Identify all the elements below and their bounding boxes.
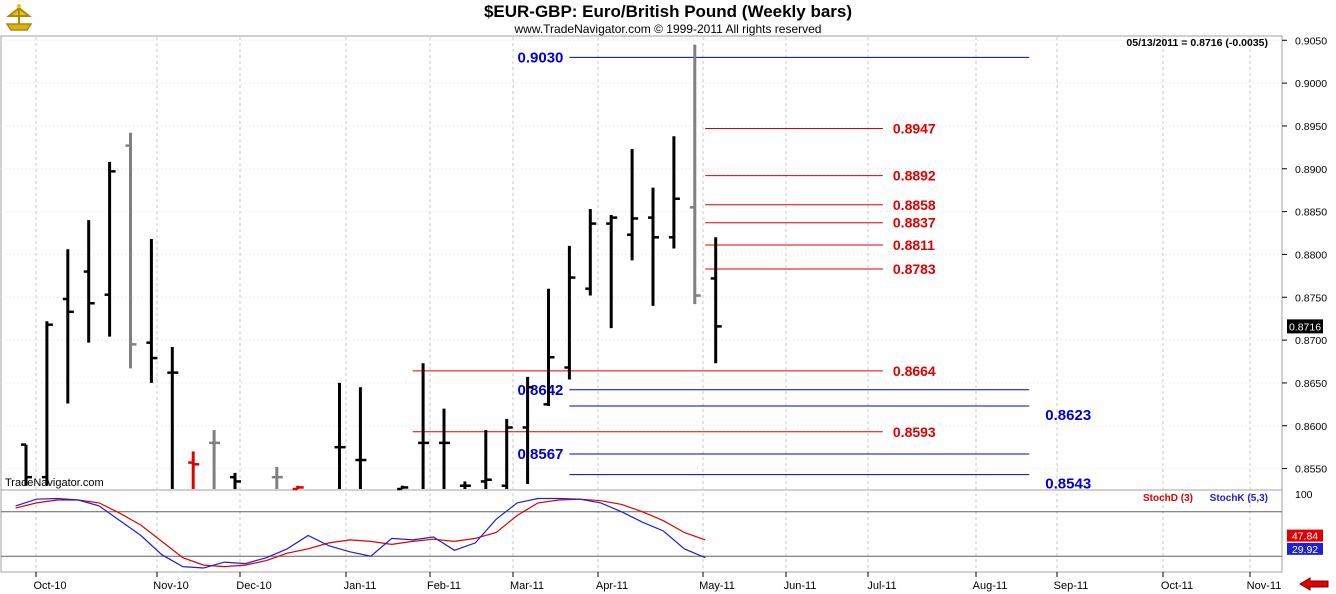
watermark-text: TradeNavigator.com xyxy=(5,477,104,489)
chart-title: $EUR-GBP: Euro/British Pound (Weekly bar… xyxy=(483,2,853,21)
ohlc-bar xyxy=(167,346,179,489)
last-price-label: 0.8716 xyxy=(1289,321,1321,333)
x-tick-label: Feb-11 xyxy=(427,580,461,592)
ohlc-bar xyxy=(648,187,659,306)
grid-layer xyxy=(1,37,1282,572)
ohlc-bar xyxy=(459,481,471,489)
stoch-value-label: 47.84 xyxy=(1292,531,1318,543)
x-tick-label: Sep-11 xyxy=(1054,580,1089,592)
ohlc-bar xyxy=(522,376,534,485)
y-tick-label: 0.8950 xyxy=(1295,121,1327,133)
stoch-value-box xyxy=(1287,542,1323,555)
price-axis: 0.9050 0.9000 0.8950 0.8900 0.8850 0.8800 0.87… xyxy=(1282,35,1327,476)
ohlc-bar xyxy=(397,485,409,491)
stoch-panel-frame xyxy=(0,489,1283,573)
x-tick-label: May-11 xyxy=(699,580,735,592)
y-tick-label: 0.8850 xyxy=(1295,207,1327,219)
ohlc-bar xyxy=(230,472,241,489)
ohlc-bar xyxy=(627,149,639,261)
stoch-value-box xyxy=(1287,529,1323,542)
ohlc-bar xyxy=(188,451,200,489)
x-tick-label: Apr-11 xyxy=(596,580,628,592)
last-quote-text: 05/13/2011 = 0.8716 (-0.0035) xyxy=(1126,37,1268,49)
y-tick-label: 0.8550 xyxy=(1295,464,1327,476)
stoch-tick-label: 100 xyxy=(1295,489,1313,501)
x-tick-label: Nov-11 xyxy=(1247,580,1282,592)
fib-level-label: 0.8783 xyxy=(893,261,936,277)
ohlc-bar xyxy=(418,363,430,489)
fib-level-label: 0.8947 xyxy=(893,121,936,137)
ohlc-bar xyxy=(334,382,346,489)
tradenavigator-logo xyxy=(3,2,35,34)
ohlc-bar xyxy=(62,249,74,404)
ohlc-bar xyxy=(668,136,680,249)
ohlc-bar xyxy=(146,239,158,383)
ohlc-bar xyxy=(710,237,722,364)
ohlc-bar xyxy=(209,430,221,489)
x-tick-label: Nov-10 xyxy=(153,580,188,592)
x-tick-label: Jan-11 xyxy=(344,580,377,592)
ohlc-bar xyxy=(355,387,367,489)
y-tick-label: 0.8900 xyxy=(1295,164,1327,176)
stoch-k-legend: StochK (5,3) xyxy=(1210,493,1268,504)
y-tick-label: 0.9050 xyxy=(1295,35,1327,47)
stoch-series-line xyxy=(15,498,706,568)
fib-level-label: 0.8593 xyxy=(893,424,936,440)
x-tick-label: Oct-10 xyxy=(33,580,66,592)
stoch-d-legend: StochD (3) xyxy=(1143,493,1193,504)
fib-level-label: 0.8858 xyxy=(893,197,936,213)
time-axis: Oct-10 Nov-10 Dec-10 Jan-11 Feb-11 Mar-11 Apr-… xyxy=(33,572,1281,592)
copyright-text: www.TradeNavigator.com © 1999-2011 All r… xyxy=(514,22,822,36)
ohlc-bar xyxy=(104,161,116,337)
y-tick-label: 0.9000 xyxy=(1295,78,1327,90)
fib-level-label: 0.9030 xyxy=(518,49,564,66)
ohlc-bar xyxy=(83,220,95,343)
ohlc-bars-layer xyxy=(21,44,722,491)
fib-level-label: 0.8567 xyxy=(518,446,564,463)
ohlc-bar xyxy=(564,245,576,380)
fib-level-label: 0.8543 xyxy=(1045,476,1091,493)
fib-level-label: 0.8837 xyxy=(893,215,936,231)
y-tick-label: 0.8750 xyxy=(1295,292,1327,304)
y-tick-label: 0.8650 xyxy=(1295,378,1327,390)
fib-level-label: 0.8892 xyxy=(893,168,936,184)
ohlc-bar xyxy=(585,209,597,296)
ohlc-bar xyxy=(501,418,513,489)
ohlc-bar xyxy=(125,132,137,369)
y-tick-label: 0.8700 xyxy=(1295,335,1327,347)
ohlc-bar xyxy=(543,288,555,407)
fib-level-label: 0.8811 xyxy=(893,237,935,253)
last-price-box xyxy=(1287,319,1323,334)
scroll-left-arrow-icon[interactable] xyxy=(1298,576,1330,592)
fib-levels-layer: 0.9030 0.8947 0.8892 0.8858 0.8837 0.8811 0.87… xyxy=(412,49,1091,493)
stoch-series-line xyxy=(15,497,706,569)
x-tick-label: Oct-11 xyxy=(1161,580,1193,592)
ohlc-bar xyxy=(439,408,450,489)
x-tick-label: Jun-11 xyxy=(784,580,817,592)
fib-level-label: 0.8623 xyxy=(1045,407,1091,424)
y-tick-label: 0.8600 xyxy=(1295,421,1327,433)
ohlc-bar xyxy=(292,485,304,491)
x-tick-label: Jul-11 xyxy=(867,580,896,592)
ohlc-bar xyxy=(606,215,618,329)
ohlc-bar xyxy=(21,443,32,486)
x-tick-label: Mar-11 xyxy=(510,580,544,592)
stoch-value-label: 29.92 xyxy=(1292,544,1318,556)
ohlc-bar xyxy=(271,466,283,489)
fib-level-label: 0.8664 xyxy=(893,363,936,379)
y-tick-label: 0.8800 xyxy=(1295,249,1327,261)
ohlc-bar xyxy=(41,321,53,486)
x-tick-label: Dec-10 xyxy=(236,580,271,592)
x-tick-label: Aug-11 xyxy=(973,580,1008,592)
ohlc-bar xyxy=(689,44,701,305)
ohlc-bar xyxy=(480,430,492,489)
fib-level-label: 0.8642 xyxy=(518,382,564,399)
